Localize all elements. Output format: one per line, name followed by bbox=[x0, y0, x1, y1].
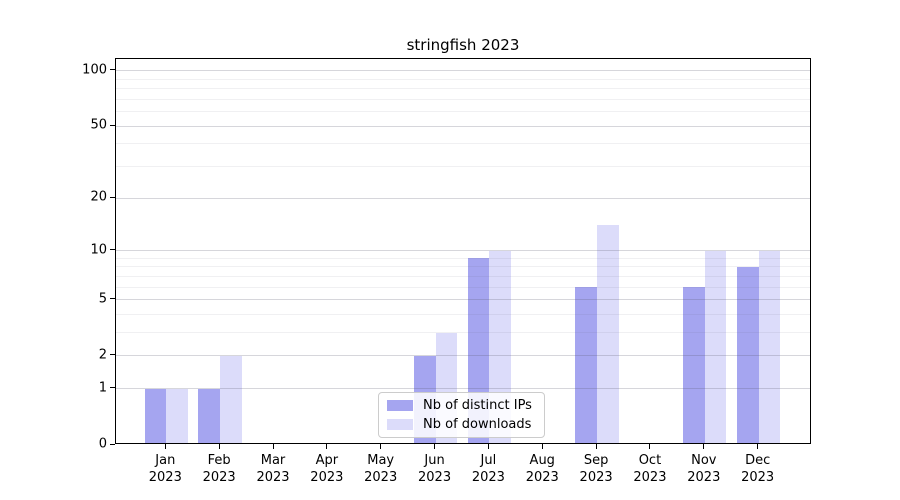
gridline-minor bbox=[116, 98, 810, 100]
x-axis-tick bbox=[757, 444, 759, 449]
y-axis-tick bbox=[110, 298, 115, 300]
x-axis-tick bbox=[434, 444, 436, 449]
bars-layer bbox=[116, 59, 810, 443]
x-axis-tick bbox=[703, 444, 705, 449]
gridline-minor bbox=[116, 88, 810, 90]
x-tick-label-feb: Feb 2023 bbox=[202, 453, 236, 485]
gridline-minor bbox=[116, 78, 810, 80]
bar-downloads-sep bbox=[597, 225, 619, 443]
x-axis-tick bbox=[487, 444, 489, 449]
gridline-major bbox=[116, 299, 810, 301]
x-axis-tick bbox=[326, 444, 328, 449]
gridline-minor bbox=[116, 111, 810, 113]
x-axis-tick bbox=[272, 444, 274, 449]
y-axis-tick bbox=[110, 69, 115, 71]
x-tick-label-jun: Jun 2023 bbox=[418, 453, 452, 485]
x-tick-label-aug: Aug 2023 bbox=[525, 453, 559, 485]
chart-title: stringfish 2023 bbox=[406, 36, 520, 54]
legend: Nb of distinct IPs Nb of downloads bbox=[378, 392, 545, 438]
bar-distinct-ips-dec bbox=[736, 266, 759, 443]
gridline-minor bbox=[116, 314, 810, 316]
y-tick-label: 5 bbox=[98, 291, 107, 307]
plot-area bbox=[115, 58, 811, 444]
y-tick-label: 1 bbox=[98, 380, 107, 396]
legend-label-downloads: Nb of downloads bbox=[423, 417, 532, 432]
legend-swatch-downloads bbox=[387, 419, 413, 430]
legend-row: Nb of downloads bbox=[387, 417, 532, 432]
y-tick-label: 100 bbox=[82, 62, 107, 78]
gridline-major bbox=[116, 197, 810, 199]
bar-distinct-ips-feb bbox=[198, 388, 221, 443]
legend-label-distinct-ips: Nb of distinct IPs bbox=[423, 398, 532, 413]
y-axis-tick bbox=[110, 443, 115, 445]
grid-layer bbox=[116, 59, 810, 443]
bar-downloads-nov bbox=[704, 250, 727, 443]
y-axis-tick bbox=[110, 196, 115, 198]
gridline-major bbox=[116, 70, 810, 72]
y-tick-label: 20 bbox=[90, 189, 107, 205]
bar-downloads-dec bbox=[758, 250, 781, 443]
gridline-major bbox=[116, 355, 810, 357]
x-tick-label-oct: Oct 2023 bbox=[633, 453, 667, 485]
gridline-minor bbox=[116, 275, 810, 277]
x-tick-label-nov: Nov 2023 bbox=[687, 453, 721, 485]
x-axis-tick bbox=[380, 444, 382, 449]
gridline-minor bbox=[116, 332, 810, 334]
x-tick-label-dec: Dec 2023 bbox=[741, 453, 775, 485]
x-tick-label-may: May 2023 bbox=[364, 453, 398, 485]
x-axis-tick bbox=[218, 444, 220, 449]
y-tick-label: 10 bbox=[90, 242, 107, 258]
y-axis-tick bbox=[110, 124, 115, 126]
gridline-major bbox=[116, 388, 810, 390]
bar-distinct-ips-jan bbox=[144, 388, 167, 443]
x-tick-label-jul: Jul 2023 bbox=[471, 453, 505, 485]
legend-swatch-distinct-ips bbox=[387, 400, 413, 411]
x-axis-tick bbox=[164, 444, 166, 449]
x-tick-label-apr: Apr 2023 bbox=[310, 453, 344, 485]
y-tick-label: 0 bbox=[98, 436, 107, 452]
gridline-minor bbox=[116, 143, 810, 145]
y-axis-tick bbox=[110, 249, 115, 251]
gridline-major bbox=[116, 250, 810, 252]
gridline-major bbox=[116, 125, 810, 127]
y-tick-label: 2 bbox=[98, 347, 107, 363]
y-tick-label: 50 bbox=[90, 117, 107, 133]
gridline-minor bbox=[116, 286, 810, 288]
gridline-minor bbox=[116, 257, 810, 259]
legend-row: Nb of distinct IPs bbox=[387, 398, 532, 413]
y-axis-tick bbox=[110, 387, 115, 389]
x-axis-tick bbox=[595, 444, 597, 449]
x-tick-label-jan: Jan 2023 bbox=[148, 453, 182, 485]
x-axis-tick bbox=[541, 444, 543, 449]
x-tick-label-mar: Mar 2023 bbox=[256, 453, 290, 485]
bar-downloads-feb bbox=[220, 355, 242, 443]
gridline-minor bbox=[116, 166, 810, 168]
bar-downloads-jan bbox=[166, 388, 188, 443]
y-axis-tick bbox=[110, 354, 115, 356]
bar-distinct-ips-sep bbox=[575, 287, 598, 443]
gridline-minor bbox=[116, 266, 810, 268]
bar-distinct-ips-nov bbox=[683, 287, 705, 443]
x-tick-label-sep: Sep 2023 bbox=[579, 453, 613, 485]
x-axis-tick bbox=[649, 444, 651, 449]
